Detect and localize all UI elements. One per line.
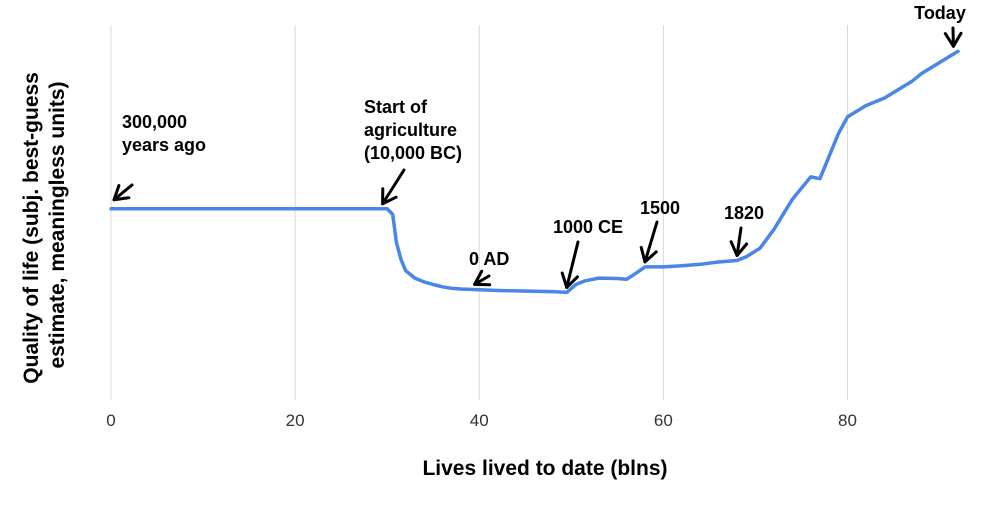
annotation-label-4: 1500 <box>640 198 680 218</box>
annotation-label-5: 1820 <box>724 203 764 223</box>
annotation-arrow-4 <box>643 220 659 264</box>
annotation-5: 1820 <box>724 203 764 257</box>
annotation-arrow-1 <box>381 168 406 206</box>
x-tick-label-0: 0 <box>106 411 115 430</box>
x-tick-label-80: 80 <box>838 411 857 430</box>
annotation-arrowhead-1 <box>381 187 398 206</box>
annotation-1: Start of agriculture (10,000 BC) <box>364 97 462 206</box>
annotation-arrowhead-6 <box>943 31 963 48</box>
annotation-arrowhead-4 <box>639 245 658 264</box>
x-axis-label: Lives lived to date (blns) <box>422 457 667 480</box>
annotation-label-2: 0 AD <box>469 249 509 269</box>
annotation-arrowhead-0 <box>112 184 131 202</box>
annotation-6: Today <box>914 3 966 48</box>
annotation-label-0: 300,000 years ago <box>122 112 206 155</box>
annotation-arrow-0 <box>112 183 134 202</box>
series-layer <box>109 49 960 295</box>
gridlines <box>110 25 849 400</box>
annotation-label-3: 1000 CE <box>553 217 623 237</box>
x-axis-ticks: 0 20 40 60 80 <box>106 411 857 430</box>
annotation-arrowhead-5 <box>729 240 749 257</box>
y-axis-label-line-1: Quality of life (subj. best-guess <box>20 72 43 384</box>
svg-text:Quality of life (subj. best-gu: Quality of life (subj. best-guess estima… <box>20 66 69 383</box>
annotation-4: 1500 <box>639 198 680 264</box>
annotation-arrow-5 <box>735 226 743 257</box>
series-line-0 <box>109 49 960 295</box>
annotation-3: 1000 CE <box>553 217 623 289</box>
annotation-arrowhead-3 <box>560 271 579 289</box>
annotation-label-6: Today <box>914 3 966 23</box>
annotation-label-1: Start of agriculture (10,000 BC) <box>364 97 462 163</box>
y-axis-label: Quality of life (subj. best-guess estima… <box>20 66 69 384</box>
annotation-0: 300,000 years ago <box>112 112 206 202</box>
annotations: 300,000 years ago Start of agriculture (10,0… <box>112 3 966 289</box>
x-tick-label-60: 60 <box>654 411 673 430</box>
annotation-arrowhead-2 <box>473 269 492 287</box>
y-axis-label-line-2: estimate, meaningless units) <box>46 81 69 368</box>
annotation-2: 0 AD <box>469 249 509 287</box>
annotation-arrow-3 <box>565 240 580 289</box>
x-tick-label-20: 20 <box>286 411 305 430</box>
x-tick-label-40: 40 <box>470 411 489 430</box>
